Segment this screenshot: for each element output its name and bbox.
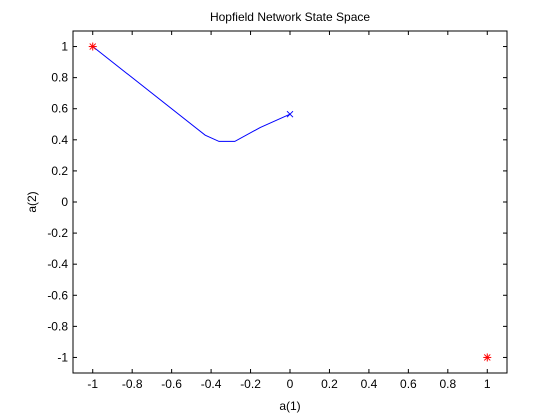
y-tick-label: -1 <box>57 350 68 364</box>
y-tick-label: -0.2 <box>47 226 68 240</box>
stored-pattern-marker <box>88 42 97 51</box>
x-tick-label: 0 <box>287 377 294 391</box>
x-tick-label: 0.6 <box>400 377 417 391</box>
y-tick-label: 0.4 <box>51 133 68 147</box>
trajectory-line <box>92 46 291 142</box>
x-tick-label: -1 <box>87 377 98 391</box>
x-tick-label: -0.8 <box>122 377 143 391</box>
x-tick-label: -0.6 <box>161 377 182 391</box>
x-axis-ticks: -1 -0.8 -0.6 -0.4 -0.2 0 0.2 0.4 0.6 0.8 1 <box>87 31 491 391</box>
y-tick-label: -0.8 <box>47 319 68 333</box>
y-tick-label: 0 <box>61 195 68 209</box>
y-tick-label: -0.4 <box>47 257 68 271</box>
y-axis-label: a(2) <box>25 191 39 212</box>
x-tick-label: 0.8 <box>439 377 456 391</box>
y-tick-label: 0.6 <box>51 102 68 116</box>
y-tick-label: 0.8 <box>51 71 68 85</box>
y-tick-label: 1 <box>61 40 68 54</box>
start-point-marker <box>286 110 294 118</box>
x-tick-label: 0.2 <box>321 377 338 391</box>
chart-title: Hopfield Network State Space <box>210 10 370 24</box>
x-tick-label: 1 <box>484 377 491 391</box>
y-axis-ticks: -1 -0.8 -0.6 -0.4 -0.2 0 0.2 0.4 0.6 0.8 1 <box>47 40 507 364</box>
series-layer <box>88 42 492 362</box>
x-tick-label: 0.4 <box>361 377 378 391</box>
x-axis-label: a(1) <box>279 399 300 413</box>
y-tick-label: -0.6 <box>47 288 68 302</box>
x-tick-label: -0.4 <box>201 377 222 391</box>
y-tick-label: 0.2 <box>51 164 68 178</box>
x-tick-label: -0.2 <box>240 377 261 391</box>
stored-pattern-marker <box>483 353 492 362</box>
